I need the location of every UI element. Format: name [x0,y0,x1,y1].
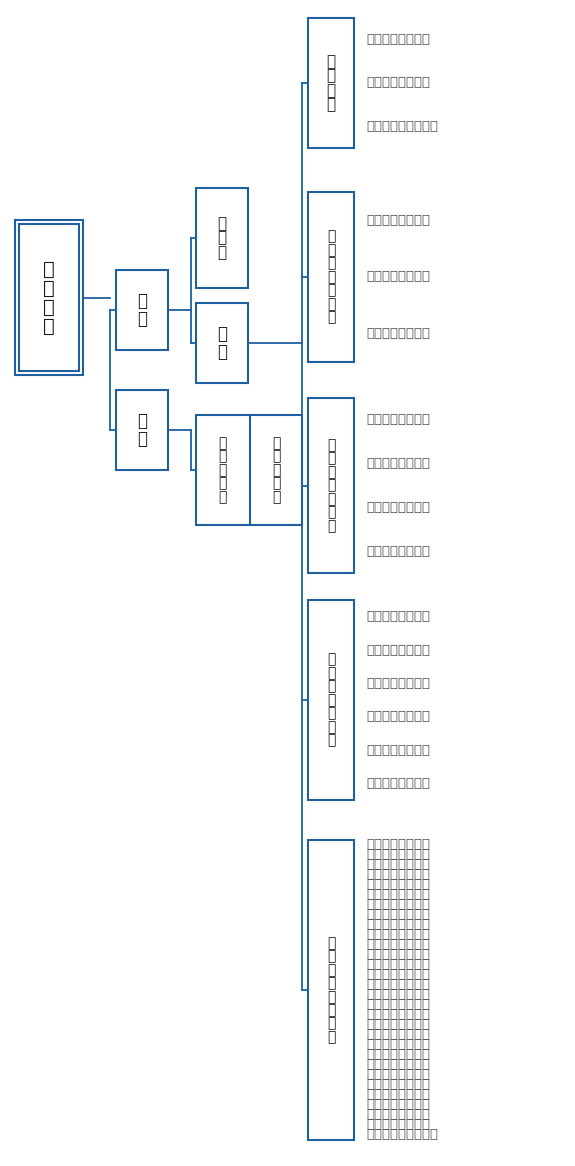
Text: ・愛知県仲人協会: ・愛知県仲人協会 [366,414,430,427]
Text: ・福島県仲人協会: ・福島県仲人協会 [366,878,430,892]
Text: ・広島県仲人協会: ・広島県仲人協会 [366,998,430,1011]
Text: ・鹿児島県仲人協会: ・鹿児島県仲人協会 [366,1129,438,1142]
Text: ・群馬県仲人協会: ・群馬県仲人協会 [366,919,430,932]
Bar [308,192,354,361]
Text: ・熊本県仲人協会: ・熊本県仲人協会 [366,1079,430,1091]
Text: ・長崎県仲人協会: ・長崎県仲人協会 [366,1098,430,1111]
Text: ・大分県仲人協会: ・大分県仲人協会 [366,1109,430,1122]
Text: ・京都府仲人協会: ・京都府仲人協会 [366,644,430,656]
Bar [116,389,168,470]
Text: ・北海道仲人協会: ・北海道仲人協会 [366,838,430,851]
Text: 理
事: 理 事 [137,293,147,328]
Text: ・青森県仲人協会: ・青森県仲人協会 [366,849,430,862]
Bar [196,188,248,288]
Text: ・兵庫県仲人協会: ・兵庫県仲人協会 [366,710,430,723]
Text: サ
テ
ラ
イ
ト
営
業
部: サ テ ラ イ ト 営 業 部 [327,936,335,1044]
Text: ・秋田県仲人協会: ・秋田県仲人協会 [366,869,430,881]
Text: 西
日
本
統
括
本
部: 西 日 本 統 括 本 部 [327,653,335,747]
Bar [19,224,79,371]
Text: ・栃木県仲人協会: ・栃木県仲人協会 [366,271,430,283]
Text: ・高知県仲人協会: ・高知県仲人協会 [366,1059,430,1072]
Text: ・和歌山仲人協会: ・和歌山仲人協会 [366,989,430,1002]
Text: ・徳島県仲人協会: ・徳島県仲人協会 [366,1039,430,1052]
Text: 代
表
理
事: 代 表 理 事 [43,260,55,336]
Text: ・千葉県仲人協会: ・千葉県仲人協会 [366,899,430,912]
Text: ・宮城県仲人協会: ・宮城県仲人協会 [366,213,430,227]
Text: ・神奈川県仲人協会: ・神奈川県仲人協会 [366,120,438,133]
Bar [308,600,354,800]
Text: ・長野県仲人協会: ・長野県仲人協会 [366,958,430,971]
Text: ・島根県仲人協会: ・島根県仲人協会 [366,1018,430,1032]
Text: 東
京
本
部: 東 京 本 部 [327,54,336,112]
Text: ・茨城県仲人協会: ・茨城県仲人協会 [366,908,430,921]
Text: ・大阪府仲人協会: ・大阪府仲人協会 [366,610,430,623]
Text: 中
日
本
統
括
本
部: 中 日 本 統 括 本 部 [327,438,335,533]
Text: ・石川県仲人協会: ・石川県仲人協会 [366,969,430,982]
Text: ・山梨県仲人協会: ・山梨県仲人協会 [366,948,430,962]
Bar [196,415,302,525]
Text: 本
部: 本 部 [217,325,227,360]
Text: ・山口県仲人協会: ・山口県仲人協会 [366,1028,430,1041]
Text: ・岩手県仲人協会: ・岩手県仲人協会 [366,858,430,871]
Text: ・静岡県仲人協会: ・静岡県仲人協会 [366,457,430,470]
Text: 北
日
本
統
括
本
部: 北 日 本 統 括 本 部 [327,230,335,324]
Text: 調
査
部: 調 査 部 [217,216,227,260]
Text: ・愛媛県仲人協会: ・愛媛県仲人協会 [366,1048,430,1061]
Text: ・富山県仲人協会: ・富山県仲人協会 [366,545,430,557]
Text: ・山形県仲人協会: ・山形県仲人協会 [366,888,430,901]
Text: ・福岡県仲人協会: ・福岡県仲人協会 [366,1068,430,1082]
Text: ・佐賀県仲人協会: ・佐賀県仲人協会 [366,1089,430,1102]
Text: ・鳥取県仲人協会: ・鳥取県仲人協会 [366,1009,430,1021]
Text: ・宮崎県仲人協会: ・宮崎県仲人協会 [366,1118,430,1131]
Bar [308,17,354,148]
Text: ・奈良県仲人協会: ・奈良県仲人協会 [366,978,430,991]
Text: ・岡山県仲人協会: ・岡山県仲人協会 [366,744,430,757]
Text: 本
部
営
業
部: 本 部 営 業 部 [218,436,226,504]
Text: ・福井県仲人協会: ・福井県仲人協会 [366,501,430,514]
Bar [308,398,354,573]
Bar [15,220,83,375]
Bar [196,303,248,382]
Text: ・滋賀県仲人協会: ・滋賀県仲人協会 [366,676,430,690]
Text: ・岐阜県仲人協会: ・岐阜県仲人協会 [366,928,430,941]
Text: ・新潟県仲人協会: ・新潟県仲人協会 [366,328,430,340]
Text: ・埼玉県仲人協会: ・埼玉県仲人協会 [366,77,430,90]
Text: 法
人
営
業
部: 法 人 営 業 部 [272,436,280,504]
Bar [308,840,354,1140]
Text: ・香川県仲人協会: ・香川県仲人協会 [366,777,430,789]
Bar [116,271,168,350]
Text: ・三重県仲人協会: ・三重県仲人協会 [366,939,430,951]
Text: ・東京都仲人協会: ・東京都仲人協会 [366,33,430,47]
Text: 監
事: 監 事 [137,413,147,448]
